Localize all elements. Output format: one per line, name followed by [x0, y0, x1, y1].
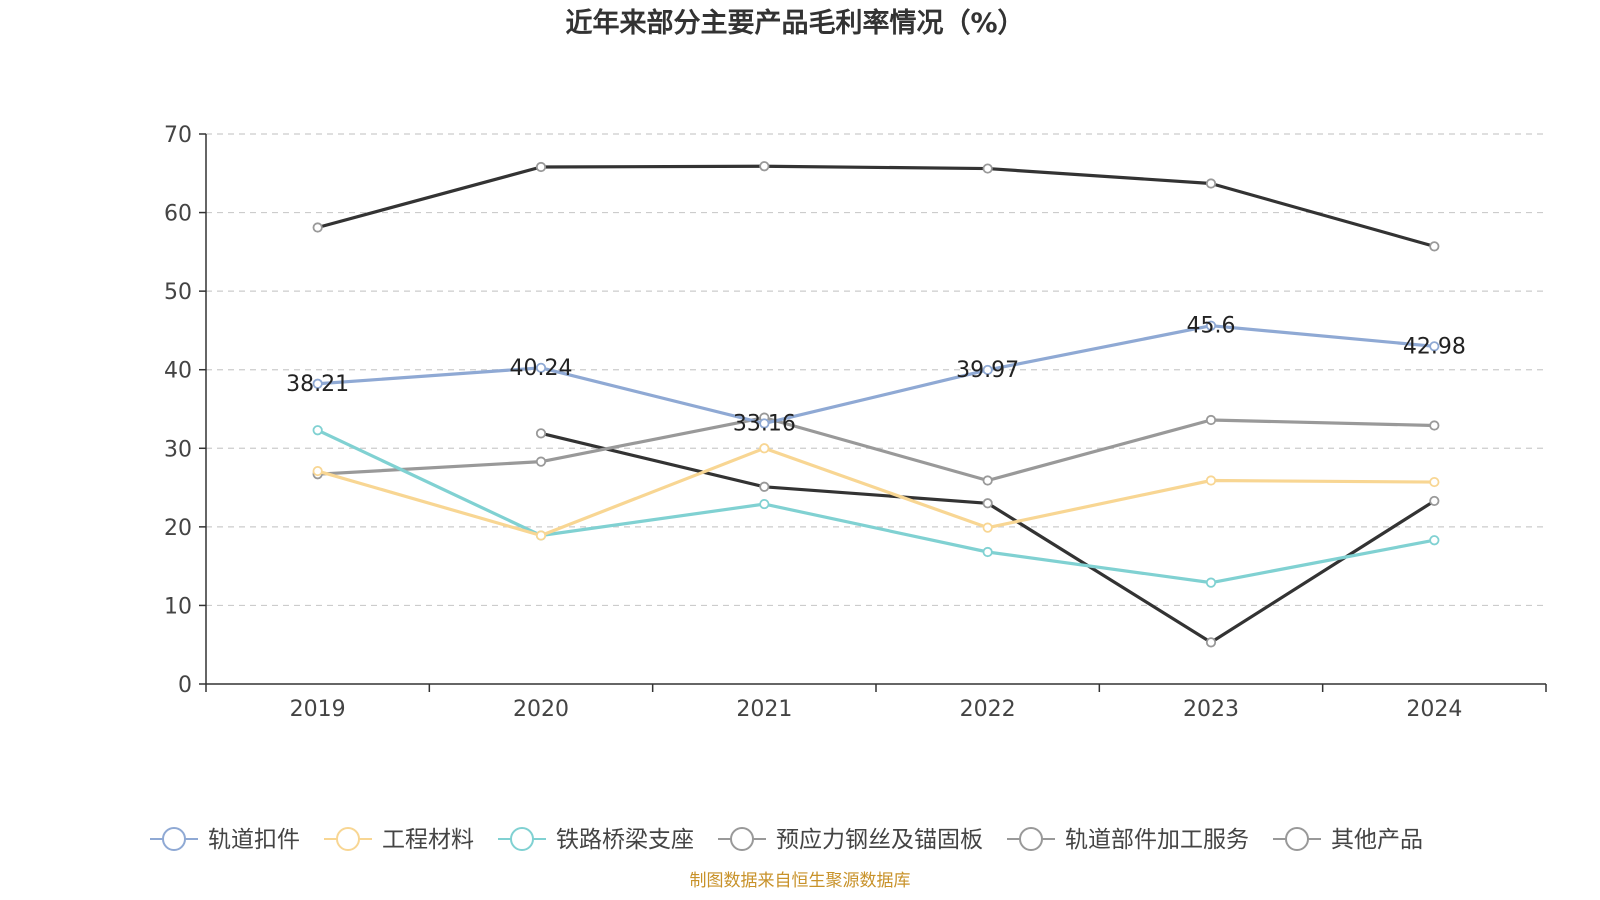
series-line — [317, 164, 1435, 248]
data-point — [312, 222, 323, 233]
data-label: 39.97 — [956, 358, 1019, 383]
x-tick-label: 2024 — [1406, 697, 1462, 722]
x-tick-label: 2022 — [960, 697, 1016, 722]
data-point — [1429, 341, 1440, 352]
legend-marker — [1019, 827, 1043, 851]
data-label: 33.16 — [733, 411, 796, 436]
data-point — [1429, 535, 1440, 546]
legend-item-1[interactable]: 工程材料 — [324, 827, 474, 853]
data-point — [759, 161, 770, 172]
x-tick-label: 2019 — [290, 697, 346, 722]
data-point — [312, 378, 323, 389]
y-tick-label: 30 — [164, 437, 192, 462]
legend-item-4[interactable]: 轨道部件加工服务 — [1007, 827, 1249, 853]
data-point — [1205, 320, 1217, 331]
legend-marker — [510, 827, 534, 851]
legend-label: 轨道部件加工服务 — [1065, 827, 1249, 853]
data-point — [982, 546, 993, 558]
legend-label: 其他产品 — [1331, 827, 1423, 853]
series-4 — [535, 428, 1440, 648]
axes: 0 10 20 30 40 50 60 70 2019 2020 2021 2022 2023 2024 — [164, 123, 1547, 722]
data-point — [982, 364, 993, 376]
legend-marker — [336, 827, 360, 851]
data-point — [535, 161, 547, 173]
legend-item-2[interactable]: 铁路桥梁支座 — [498, 827, 694, 853]
data-point — [759, 418, 770, 429]
legend: 轨道扣件 工程材料 铁路桥梁支座 预应力钢丝及锚固板 轨道部件加工服务 其他产品 — [150, 827, 1423, 853]
legend-label: 工程材料 — [382, 827, 474, 853]
grid-lines — [206, 133, 1546, 607]
series-3 — [312, 412, 1440, 486]
series-5 — [312, 161, 1440, 252]
data-point — [982, 475, 993, 486]
data-point — [535, 362, 547, 373]
series-1 — [312, 443, 1440, 541]
legend-marker — [730, 827, 754, 851]
data-label: 40.24 — [510, 356, 573, 381]
data-point — [312, 465, 323, 477]
series-line — [316, 428, 1435, 585]
x-tick-label: 2021 — [736, 697, 792, 722]
y-tick-label: 70 — [164, 123, 192, 148]
chart-title: 近年来部分主要产品毛利率情况（%） — [565, 7, 1024, 39]
x-tick-label: 2023 — [1183, 697, 1239, 722]
legend-item-0[interactable]: 轨道扣件 — [150, 827, 300, 853]
data-point — [535, 530, 547, 541]
legend-marker — [162, 827, 186, 851]
data-point — [312, 425, 323, 436]
data-point — [535, 428, 547, 439]
series-line — [317, 446, 1435, 538]
data-point — [1205, 637, 1217, 648]
legend-item-3[interactable]: 预应力钢丝及锚固板 — [718, 827, 983, 853]
data-point — [759, 481, 770, 492]
y-tick-label: 0 — [178, 673, 192, 698]
data-point — [1205, 577, 1217, 588]
data-point — [759, 443, 770, 454]
y-tick-label: 50 — [164, 280, 192, 305]
data-label: 38.21 — [286, 372, 349, 397]
y-tick-label: 40 — [164, 359, 192, 384]
data-point — [1205, 178, 1217, 189]
legend-label: 预应力钢丝及锚固板 — [776, 827, 983, 853]
series-line — [317, 324, 1435, 426]
data-point — [1429, 495, 1440, 507]
data-point — [1205, 475, 1217, 486]
data-point — [982, 163, 993, 174]
data-point — [982, 498, 993, 509]
legend-item-5[interactable]: 其他产品 — [1273, 827, 1423, 853]
x-tick-label: 2020 — [513, 697, 569, 722]
data-label: 42.98 — [1403, 334, 1466, 359]
data-point — [759, 498, 770, 510]
legend-label: 轨道扣件 — [208, 827, 300, 853]
source-note: 制图数据来自恒生聚源数据库 — [690, 871, 911, 891]
data-point — [1205, 414, 1217, 426]
data-point — [535, 456, 547, 467]
data-point — [1429, 241, 1440, 252]
data-point — [1429, 476, 1440, 488]
series-line — [317, 416, 1435, 483]
y-tick-label: 60 — [164, 202, 192, 227]
data-point — [1429, 420, 1440, 431]
data-labels: 38.21 40.24 33.16 39.97 45.6 42.98 — [286, 314, 1466, 437]
y-tick-label: 10 — [164, 594, 192, 619]
data-point — [982, 522, 993, 533]
legend-label: 铁路桥梁支座 — [556, 827, 694, 853]
series-layer — [312, 161, 1440, 648]
y-tick-label: 20 — [164, 516, 192, 541]
series-line — [540, 431, 1436, 644]
data-label: 45.6 — [1187, 314, 1236, 339]
legend-marker — [1285, 827, 1309, 851]
series-0 — [312, 320, 1440, 429]
